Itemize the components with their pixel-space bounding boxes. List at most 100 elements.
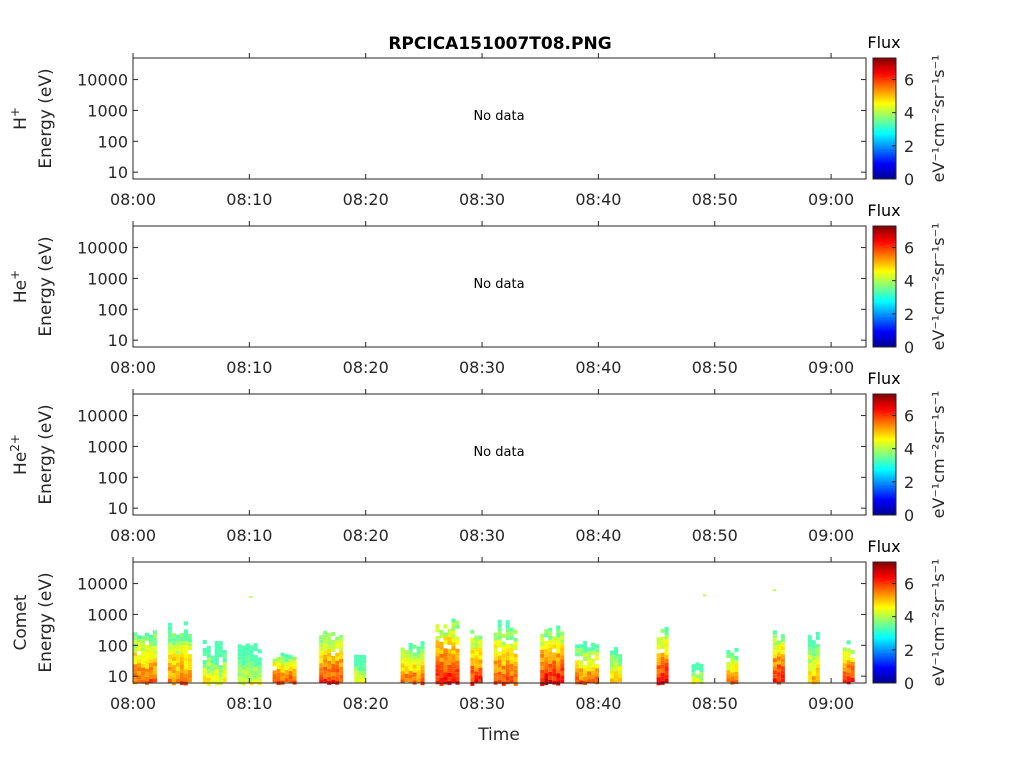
colorbar-units-label: eV⁻¹cm⁻²sr⁻¹s⁻¹ <box>929 559 948 687</box>
heatmap-cell <box>331 676 336 680</box>
heatmap-cell <box>842 679 847 684</box>
heatmap-cell <box>327 668 332 673</box>
x-tick-label: 09:00 <box>808 694 854 713</box>
heatmap-cell <box>447 676 452 681</box>
heatmap-cell <box>556 637 561 642</box>
heatmap-cell <box>505 652 510 657</box>
heatmap-cell <box>443 664 448 669</box>
heatmap-cell <box>206 665 211 670</box>
heatmap-cell <box>133 648 137 653</box>
heatmap-cell <box>505 632 510 637</box>
heatmap-cell <box>513 673 518 678</box>
colorbar-tick-label: 2 <box>904 305 914 324</box>
heatmap-cell <box>202 648 207 652</box>
colorbar-tick-label: 2 <box>904 473 914 492</box>
heatmap-cell <box>513 677 518 682</box>
heatmap-cell <box>478 675 483 680</box>
heatmap-cell <box>780 670 785 675</box>
energy-axis-label: Energy (eV) <box>36 68 56 168</box>
heatmap-cell <box>335 644 340 649</box>
heatmap-cell <box>815 671 820 676</box>
heatmap-cell <box>579 672 584 677</box>
heatmap-cell <box>807 671 812 676</box>
heatmap-cell <box>544 665 549 670</box>
colorbar-tick-label: 0 <box>904 674 914 693</box>
energy-axis-label: Energy (eV) <box>36 404 56 504</box>
heatmap-cell <box>772 634 777 639</box>
heatmap-cell <box>540 657 545 662</box>
heatmap-cell <box>358 655 363 659</box>
heatmap-cell <box>513 669 518 674</box>
x-tick-label: 08:30 <box>459 358 505 377</box>
heatmap-cell <box>354 678 359 683</box>
y-tick-label: 1000 <box>87 605 128 624</box>
heatmap-cell <box>726 662 731 667</box>
heatmap-cell <box>811 672 816 677</box>
heatmap-cell <box>253 659 258 664</box>
heatmap-cell <box>327 672 332 677</box>
heatmap-cell <box>439 661 444 666</box>
heatmap-cell <box>842 651 847 656</box>
heatmap-cell <box>153 662 157 667</box>
x-tick-label: 09:00 <box>808 358 854 377</box>
heatmap-cell <box>167 642 172 647</box>
heatmap-cell <box>850 678 855 682</box>
heatmap-cell <box>455 620 460 625</box>
heatmap-cell <box>187 646 192 651</box>
heatmap-cell <box>408 650 413 655</box>
species-label: Comet <box>11 594 31 650</box>
heatmap-cell <box>253 643 258 648</box>
heatmap-cell <box>660 644 665 649</box>
heatmap-cell <box>187 670 192 675</box>
heatmap-cell <box>404 666 409 670</box>
heatmap-cell <box>167 638 172 643</box>
heatmap-cell <box>420 649 425 654</box>
heatmap-cell <box>354 654 359 659</box>
heatmap-cell <box>575 648 580 653</box>
heatmap-cell <box>451 666 456 671</box>
heatmap-cell <box>583 665 588 669</box>
heatmap-cell <box>443 624 448 629</box>
heatmap-cell <box>175 658 180 663</box>
heatmap-cell <box>451 630 456 635</box>
heatmap-cell <box>339 638 344 643</box>
heatmap-cell <box>726 654 731 659</box>
heatmap-cell <box>222 666 227 671</box>
heatmap-cell <box>404 650 409 654</box>
heatmap-cell <box>556 673 561 678</box>
heatmap-cell <box>416 666 421 671</box>
heatmap-cell <box>447 656 452 661</box>
heatmap-cell <box>206 673 211 678</box>
heatmap-cell <box>591 646 596 651</box>
heatmap-cell <box>331 656 336 660</box>
heatmap-cell <box>846 676 851 681</box>
heatmap-cell <box>695 662 700 667</box>
heatmap-cell <box>187 678 192 683</box>
heatmap-cell <box>280 676 285 681</box>
heatmap-cell <box>846 652 851 657</box>
heatmap-cell <box>552 668 557 673</box>
heatmap-cell <box>455 652 460 657</box>
heatmap-cell <box>339 678 344 683</box>
heatmap-cell <box>780 646 785 651</box>
heatmap-cell <box>149 654 153 659</box>
heatmap-cell <box>362 671 367 676</box>
x-tick-label: 08:10 <box>226 190 272 209</box>
heatmap-cell <box>656 661 661 666</box>
heatmap-cell <box>167 658 172 663</box>
y-tick-label: 100 <box>97 132 128 151</box>
no-data-label: No data <box>473 109 524 124</box>
heatmap-cell <box>664 679 669 683</box>
heatmap-cell <box>284 662 289 667</box>
heatmap-cell <box>327 640 332 645</box>
heatmap-cell <box>153 674 157 679</box>
heatmap-cell <box>780 650 785 655</box>
heatmap-cell <box>420 669 425 674</box>
heatmap-cell <box>145 664 149 669</box>
heatmap-cell <box>501 641 506 646</box>
heatmap-cell <box>451 622 456 627</box>
heatmap-cell <box>656 669 661 674</box>
heatmap-cell <box>435 656 440 661</box>
heatmap-cell <box>435 672 440 677</box>
heatmap-cell <box>179 669 184 673</box>
